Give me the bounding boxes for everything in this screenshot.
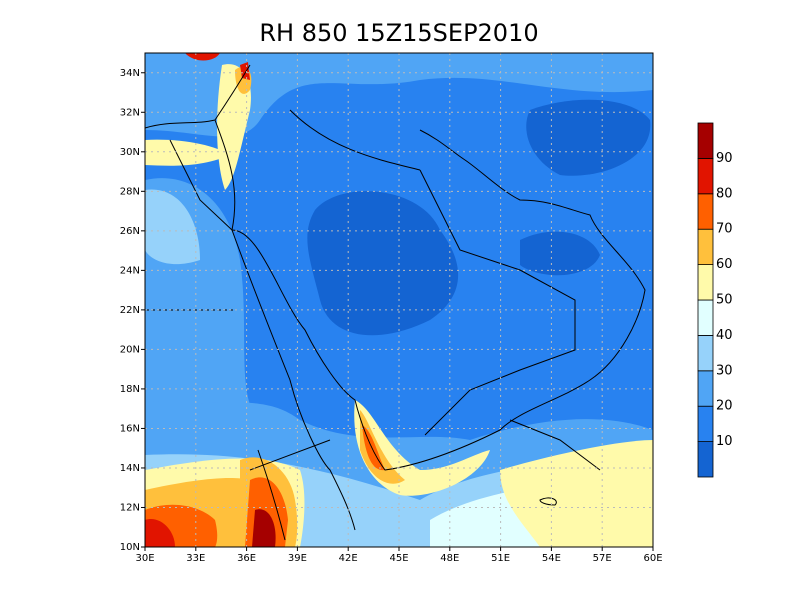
- y-tick-label: 12N: [120, 502, 140, 513]
- colorbar-segment: [697, 193, 714, 230]
- y-tick-label: 32N: [120, 107, 140, 118]
- coastlines: [144, 64, 646, 541]
- colorbar-segment: [697, 228, 714, 265]
- colorbar-label: 60: [716, 257, 733, 272]
- x-tick-label: 48E: [440, 553, 459, 564]
- colorbar-segment: [697, 334, 714, 372]
- colorbar-label: 30: [716, 363, 733, 378]
- x-tick-label: 57E: [593, 553, 612, 564]
- x-tick-label: 30E: [135, 553, 154, 564]
- y-tick-label: 10N: [120, 542, 140, 553]
- colorbar-label: 80: [716, 186, 733, 201]
- colorbar-segment: [697, 370, 714, 407]
- colorbar-segment: [697, 157, 714, 195]
- x-tick-label: 36E: [237, 553, 256, 564]
- colorbar-segment: [697, 405, 714, 443]
- x-tick-label: 60E: [643, 553, 662, 564]
- y-tick-label: 28N: [120, 186, 140, 197]
- y-tick-label: 24N: [120, 265, 140, 276]
- colorbar: 10 20 30 40 50 60 70 80 90: [697, 122, 733, 478]
- colorbar-label: 70: [716, 222, 733, 237]
- y-tick-label: 26N: [120, 226, 140, 237]
- map-title: RH 850 15Z15SEP2010: [259, 19, 538, 47]
- colorbar-segment: [697, 264, 714, 301]
- x-tick-label: 45E: [389, 553, 408, 564]
- x-tick-label: 51E: [491, 553, 510, 564]
- colorbar-segment: [697, 299, 714, 336]
- colorbar-label: 40: [716, 328, 733, 343]
- colorbar-label: 90: [716, 151, 733, 166]
- y-tick-label: 22N: [120, 305, 140, 316]
- x-tick-label: 33E: [186, 553, 205, 564]
- map-frame: [144, 52, 654, 548]
- x-tick-label: 42E: [339, 553, 358, 564]
- colorbar-segment: [697, 122, 714, 159]
- colorbar-segment: [697, 441, 714, 478]
- x-tick-label: 54E: [542, 553, 561, 564]
- colorbar-label: 10: [716, 434, 733, 449]
- y-tick-label: 14N: [120, 463, 140, 474]
- y-tick-label: 18N: [120, 384, 140, 395]
- y-tick-label: 16N: [120, 423, 140, 434]
- y-tick-label: 30N: [120, 147, 140, 158]
- x-tick-label: 39E: [288, 553, 307, 564]
- y-tick-label: 20N: [120, 344, 140, 355]
- y-tick-label: 34N: [120, 68, 140, 79]
- colorbar-label: 20: [716, 399, 733, 414]
- colorbar-label: 50: [716, 293, 733, 308]
